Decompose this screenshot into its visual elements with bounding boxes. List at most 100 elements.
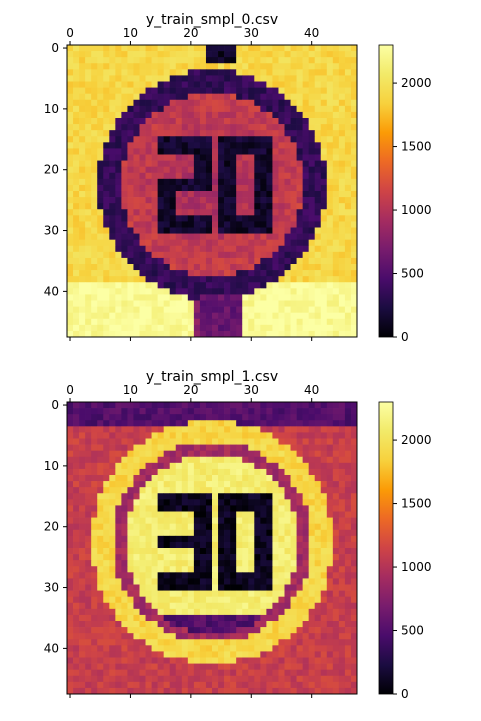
heatmap-cell — [326, 178, 334, 186]
heatmap-cell — [193, 651, 201, 658]
heatmap-cell — [278, 130, 285, 137]
heatmap-cell — [326, 475, 334, 482]
heatmap-cell — [296, 306, 303, 314]
heatmap-cell — [314, 166, 322, 174]
heatmap-cell — [181, 105, 189, 113]
axes-frame-0 — [66, 44, 358, 338]
heatmap-cell — [260, 124, 267, 131]
heatmap-cell — [332, 318, 340, 326]
heatmap-cell — [133, 633, 140, 640]
heatmap-cell — [308, 57, 316, 64]
heatmap-cell — [296, 245, 303, 253]
heatmap-cell — [242, 209, 249, 216]
heatmap-cell — [163, 675, 171, 683]
heatmap-cell — [205, 111, 213, 119]
heatmap-cell — [242, 432, 249, 439]
heatmap-cell — [73, 142, 80, 149]
heatmap-cell — [157, 282, 165, 289]
heatmap-cell — [145, 69, 152, 76]
heatmap-cell — [157, 681, 165, 689]
heatmap-cell — [212, 450, 219, 458]
heatmap-cell — [284, 541, 291, 549]
heatmap-cell — [230, 414, 237, 421]
heatmap-cell — [163, 118, 171, 125]
heatmap-cell — [302, 669, 310, 677]
heatmap-cell — [193, 560, 201, 567]
heatmap-cell — [205, 572, 213, 579]
heatmap-cell — [254, 233, 261, 241]
heatmap-cell — [97, 444, 104, 452]
heatmap-cell — [272, 118, 279, 125]
heatmap-cell — [169, 669, 177, 677]
heatmap-cell — [151, 505, 158, 512]
heatmap-cell — [332, 136, 340, 143]
heatmap-cell — [302, 197, 310, 204]
heatmap-cell — [254, 148, 261, 155]
heatmap-cell — [230, 124, 237, 131]
heatmap-cell — [212, 669, 219, 677]
heatmap-cell — [320, 111, 328, 119]
heatmap-cell — [224, 294, 231, 301]
heatmap-cell — [308, 432, 316, 439]
heatmap-cell — [248, 475, 255, 482]
heatmap-cell — [109, 318, 116, 326]
heatmap-cell — [284, 669, 291, 677]
heatmap-cell — [199, 487, 207, 494]
heatmap-cell — [314, 136, 322, 143]
heatmap-cell — [115, 300, 122, 307]
heatmap-cell — [103, 645, 110, 652]
heatmap-cell — [103, 651, 110, 658]
heatmap-cell — [338, 548, 346, 555]
heatmap-cell — [109, 420, 116, 427]
heatmap-cell — [212, 566, 219, 573]
heatmap-cell — [103, 184, 110, 192]
heatmap-cell — [230, 209, 237, 216]
heatmap-cell — [115, 118, 122, 125]
heatmap-cell — [79, 81, 86, 88]
heatmap-cell — [290, 639, 297, 646]
heatmap-cell — [199, 475, 207, 482]
heatmap-cell — [350, 450, 358, 458]
heatmap-cell — [296, 257, 303, 265]
heatmap-cell — [218, 63, 225, 70]
heatmap-cell — [139, 105, 146, 113]
heatmap-cell — [175, 111, 183, 119]
heatmap-cell — [284, 221, 291, 228]
heatmap-cell — [127, 438, 134, 445]
heatmap-cell — [175, 300, 183, 307]
heatmap-cell — [85, 294, 92, 301]
heatmap-cell — [175, 276, 183, 283]
heatmap-cell — [308, 221, 316, 228]
heatmap-cell — [109, 184, 116, 192]
heatmap-cell — [218, 663, 225, 671]
heatmap-cell — [212, 687, 219, 695]
heatmap-cell — [169, 444, 177, 452]
heatmap-cell — [133, 402, 140, 409]
heatmap-cell — [260, 330, 267, 338]
heatmap-cell — [79, 197, 86, 204]
heatmap-cell — [145, 264, 152, 271]
heatmap-cell — [85, 257, 92, 265]
heatmap-cell — [163, 493, 171, 500]
heatmap-cell — [169, 160, 177, 168]
heatmap-cell — [332, 663, 340, 671]
heatmap-cell — [218, 560, 225, 567]
heatmap-cell — [85, 511, 92, 518]
heatmap-cell — [79, 468, 86, 476]
heatmap-cell — [199, 505, 207, 512]
heatmap-cell — [308, 468, 316, 476]
heatmap-cell — [79, 245, 86, 253]
heatmap-cell — [79, 251, 86, 259]
heatmap-cell — [151, 408, 158, 415]
heatmap-cell — [133, 203, 140, 210]
heatmap-cell — [236, 257, 243, 265]
heatmap-cell — [115, 178, 122, 186]
heatmap-cell — [230, 93, 237, 101]
heatmap-cell — [326, 426, 334, 433]
heatmap-cell — [85, 209, 92, 216]
heatmap-cell — [151, 166, 158, 174]
heatmap-cell — [133, 330, 140, 338]
heatmap-cell — [181, 184, 189, 192]
heatmap-cell — [145, 499, 152, 506]
heatmap-cell — [91, 438, 98, 445]
